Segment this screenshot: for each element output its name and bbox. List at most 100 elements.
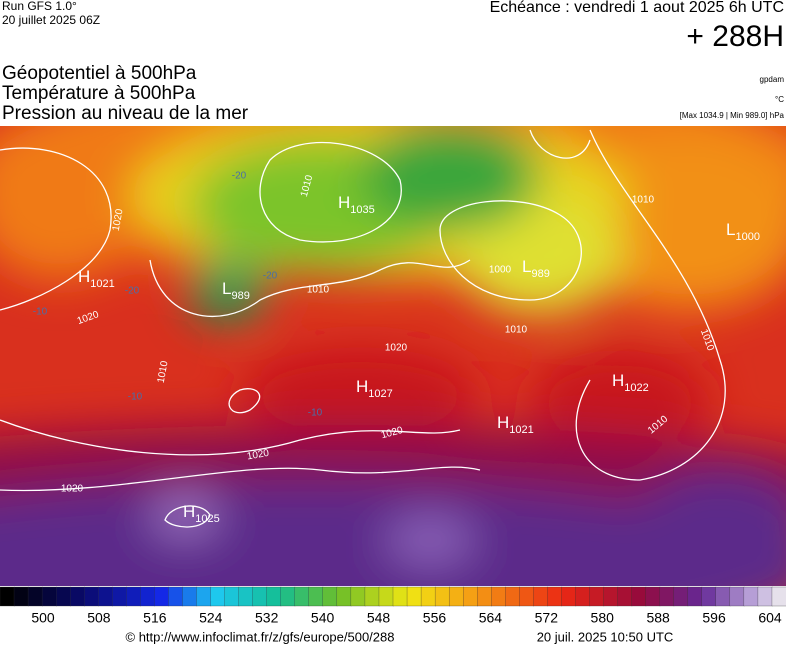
colorbar-tick-label: 516 — [143, 610, 167, 626]
pressure-center: L1000 — [726, 220, 760, 242]
map — [0, 126, 786, 586]
pressure-center: L989 — [222, 279, 250, 301]
unit-gpdam: gpdam — [760, 75, 785, 84]
colorbar-swatch — [659, 586, 675, 607]
temperature-label: -20 — [263, 271, 278, 282]
colorbar-tick-label: 588 — [646, 610, 670, 626]
center-letter: H — [338, 193, 350, 212]
colorbar-swatch — [126, 586, 142, 607]
colorbar-swatch — [547, 586, 563, 607]
colorbar-swatch — [238, 586, 254, 607]
colorbar-swatch — [645, 586, 661, 607]
pressure-center: H1025 — [183, 502, 220, 524]
temperature-label: -20 — [232, 171, 247, 182]
colorbar-swatch — [41, 586, 57, 607]
temperature-label: -10 — [33, 307, 48, 318]
colorbar-swatch — [463, 586, 478, 607]
colorbar-tick-label: 556 — [423, 610, 447, 626]
colorbar-tick-label: 604 — [758, 610, 782, 626]
colorbar-swatch — [182, 586, 198, 607]
colorbar-tick-label: 572 — [535, 610, 559, 626]
colorbar-swatch — [70, 586, 85, 607]
colorbar-swatch — [603, 586, 619, 607]
colorbar-swatch — [575, 586, 591, 607]
temperature-label: -10 — [128, 392, 143, 403]
colorbar-swatch — [617, 586, 633, 607]
unit-celsius: °C — [775, 95, 784, 104]
pressure-center: H1035 — [338, 193, 375, 215]
colorbar-swatch — [631, 586, 647, 607]
footer-source: © http://www.infoclimat.fr/z/gfs/europe/… — [126, 629, 395, 644]
pressure-center: L989 — [522, 257, 550, 279]
colorbar-swatch — [477, 586, 492, 607]
colorbar-swatch — [519, 586, 535, 607]
center-letter: L — [222, 279, 231, 298]
colorbar-swatch — [154, 586, 170, 607]
footer-timestamp: 20 juil. 2025 10:50 UTC — [537, 629, 674, 644]
colorbar-swatch — [280, 586, 296, 607]
colorbar-swatch — [434, 586, 450, 607]
colorbar-swatch — [448, 586, 464, 607]
pressure-center: H1022 — [612, 371, 649, 393]
center-value: 1022 — [624, 382, 648, 394]
colorbar-swatch — [336, 586, 352, 607]
colorbar-swatch — [729, 586, 745, 607]
colorbar-swatch — [84, 586, 99, 607]
colorbar-tick-label: 532 — [255, 610, 279, 626]
colorbar-tick-label: 500 — [31, 610, 55, 626]
colorbar-swatch — [266, 586, 282, 607]
colorbar-swatch — [350, 586, 366, 607]
colorbar-tick-label: 596 — [702, 610, 726, 626]
colorbar-swatch — [294, 586, 310, 607]
colorbar-swatch — [406, 586, 422, 607]
colorbar-swatch — [364, 586, 380, 607]
colorbar-swatch — [98, 586, 113, 607]
center-letter: H — [183, 502, 195, 521]
colorbar-swatch — [491, 586, 506, 607]
colorbar-tick-label: 524 — [199, 610, 223, 626]
temperature-label: -20 — [125, 286, 140, 297]
center-value: 1021 — [90, 278, 114, 290]
isobar-label: 1020 — [385, 343, 408, 354]
isobar-label: 1010 — [505, 325, 528, 336]
center-value: 1025 — [195, 513, 219, 525]
colorbar-tick-label: 540 — [311, 610, 335, 626]
center-letter: L — [522, 257, 531, 276]
isobar-label: 1020 — [246, 448, 270, 463]
isobar-label: 1020 — [61, 484, 84, 495]
colorbar-swatch — [533, 586, 549, 607]
colorbar-swatch — [13, 586, 29, 607]
pressure-center: H1021 — [78, 267, 115, 289]
colorbar-swatch — [168, 586, 184, 607]
title-1: Géopotentiel à 500hPa — [2, 63, 197, 84]
colorbar-swatch — [771, 586, 786, 607]
pressure-range: [Max 1034.9 | Min 989.0] hPa — [680, 111, 785, 120]
run: Run GFS 1.0° — [2, 0, 77, 13]
colorbar-swatch — [308, 586, 324, 607]
colorbar-swatch — [27, 586, 43, 607]
colorbar-swatch — [757, 586, 773, 607]
isobar-label: 1000 — [489, 265, 512, 276]
colorbar-swatch — [322, 586, 338, 607]
colorbar-swatch — [55, 586, 71, 607]
center-letter: H — [612, 371, 624, 390]
center-letter: H — [497, 413, 509, 432]
colorbar-tick-label: 580 — [591, 610, 615, 626]
center-value: 1021 — [509, 424, 533, 436]
center-letter: H — [356, 377, 368, 396]
isobar-label: 1010 — [156, 360, 171, 384]
colorbar-swatch — [701, 586, 717, 607]
colorbar-swatch — [252, 586, 268, 607]
colorbar-swatch — [687, 586, 703, 607]
center-value: 1000 — [735, 231, 759, 243]
colorbar-swatch — [210, 586, 226, 607]
map-labels: H1021H1035L989L989L1000H1027H1022H1021H1… — [33, 171, 760, 525]
colorbar-swatch — [392, 586, 408, 607]
title-2: Température à 500hPa — [2, 83, 196, 104]
colorbar-swatch — [743, 586, 759, 607]
pressure-center: H1021 — [497, 413, 534, 435]
valid-time: Echéance : vendredi 1 aout 2025 6h UTC — [490, 0, 784, 16]
colorbar-swatch — [673, 586, 689, 607]
colorbar-swatch — [589, 586, 605, 607]
